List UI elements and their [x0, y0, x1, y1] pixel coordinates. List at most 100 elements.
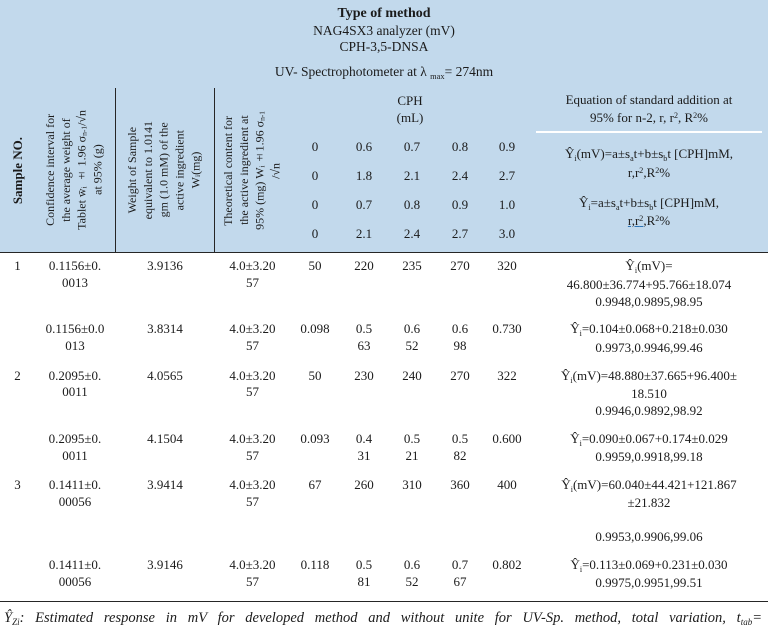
cph-aliquot-r1-c4: 2.7	[498, 167, 516, 183]
row3-sample-weight: 4.0565	[147, 367, 183, 383]
row2-cph-2: 0.6 52	[403, 321, 421, 354]
row3-cph-2: 240	[402, 367, 422, 383]
row6-sample-no	[0, 555, 35, 601]
cph-aliquot-values: 0 0.6 0.7 0.8 0.9 0 1.8 2.1 2.4 2.7 0 0.7 0.8 0.9 1.0 0…	[290, 132, 530, 248]
row2-sample-no	[0, 319, 35, 365]
col-header-sample-weight: Weight of Sample equivalent to 1.0141 gm (…	[115, 88, 215, 253]
row3-cph-0: 50	[308, 367, 322, 383]
cph-column-group: CPH (mL) 0 0.6 0.7 0.8 0.9 0 1.8 2.1 2.4 2.7 0 0.7 0.…	[290, 88, 530, 252]
row5-cph-2: 310	[402, 476, 422, 492]
row2-cph-3: 0.6 98	[451, 321, 469, 354]
equation-template-uv-line1: Ŷi=a±sat+b±sbt [CPH]mM,	[579, 194, 719, 212]
equation-template-mv: Ŷi(mV)=a±sat+b±sbt [CPH]mM, r,r2,R2%	[564, 146, 734, 180]
row5-cph-3: 360	[450, 476, 470, 492]
col-header-sample-no: Sample NO.	[9, 136, 25, 204]
row2-sample-weight: 3.8314	[147, 321, 183, 337]
cph-aliquot-r1-c1: 1.8	[355, 167, 373, 183]
row3-cph-1: 230	[354, 367, 374, 383]
cph-aliquot-r2-c1: 0.7	[355, 196, 373, 212]
row6-sample-weight: 3.9146	[147, 556, 183, 572]
cph-aliquot-r0-c0: 0	[311, 138, 319, 154]
equation-header: Equation of standard addition at 95% for …	[536, 88, 762, 134]
cph-header: CPH (mL)	[396, 93, 424, 125]
cph-aliquot-r0-c1: 0.6	[355, 138, 373, 154]
cph-aliquot-r0-c2: 0.7	[403, 138, 421, 154]
table-header: Type of method NAG4SX3 analyzer (mV) CPH…	[0, 0, 768, 253]
cph-aliquot-r3-c4: 3.0	[498, 225, 516, 241]
row1-sample-no: 1	[14, 258, 21, 274]
cph-aliquot-r3-c1: 2.1	[355, 225, 373, 241]
row4-sample-weight: 4.1504	[147, 430, 183, 446]
row2-equation: Ŷi=0.104±0.068+0.218±0.030 0.9973,0.9946,…	[570, 321, 728, 355]
row1-cph-2: 235	[402, 258, 422, 274]
row5-cph-0: 67	[308, 476, 322, 492]
row4-confidence-interval: 0.2095±0. 0011	[48, 430, 102, 463]
cph-aliquot-r1-c3: 2.4	[451, 167, 469, 183]
row6-equation: Ŷi=0.113±0.069+0.231±0.030 0.9975,0.9951,…	[570, 556, 728, 591]
row5-equation: Ŷi(mV)=60.040±44.421+121.867 ±21.832 0.995…	[561, 476, 737, 544]
row1-cph-4: 320	[497, 258, 517, 274]
method-analyzer: NAG4SX3 analyzer (mV)	[313, 22, 455, 38]
row4-sample-no	[0, 429, 35, 475]
row6-cph-3: 0.7 67	[451, 556, 469, 589]
row3-sample-no: 2	[14, 367, 21, 383]
row3-cph-4: 322	[497, 367, 517, 383]
row6-theoretical-content: 4.0±3.20 57	[229, 556, 276, 589]
row4-cph-1: 0.4 31	[355, 430, 373, 463]
table-footnote: ŶZi: Estimated response in mV for develo…	[0, 600, 768, 625]
row4-cph-0: 0.093	[300, 430, 330, 446]
row1-cph-1: 220	[354, 258, 374, 274]
cph-aliquot-r3-c3: 2.7	[451, 225, 469, 241]
cph-aliquot-r0-c3: 0.8	[451, 138, 469, 154]
row6-cph-4: 0.802	[492, 556, 522, 572]
row1-confidence-interval: 0.1156±0. 0013	[48, 258, 102, 291]
row5-confidence-interval: 0.1411±0. 00056	[48, 476, 102, 509]
row2-cph-0: 0.098	[300, 321, 330, 337]
cph-aliquot-r1-c2: 2.1	[403, 167, 421, 183]
column-header-row: Sample NO. Confidence interval for the av…	[0, 88, 768, 253]
cph-aliquot-r2-c2: 0.8	[403, 196, 421, 212]
cph-aliquot-r3-c0: 0	[311, 225, 319, 241]
row6-cph-1: 0.5 81	[355, 556, 373, 589]
row4-equation: Ŷi=0.090±0.067+0.174±0.029 0.9959,0.9918,…	[570, 430, 728, 464]
row5-sample-weight: 3.9414	[147, 476, 183, 492]
cph-aliquot-r2-c4: 1.0	[498, 196, 516, 212]
cph-aliquot-r2-c3: 0.9	[451, 196, 469, 212]
row2-cph-1: 0.5 63	[355, 321, 373, 354]
row6-cph-0: 0.118	[300, 556, 330, 572]
method-uv: UV- Spectrophotometer at λ max= 274nm	[274, 64, 494, 82]
row4-cph-3: 0.5 82	[451, 430, 469, 463]
row6-cph-2: 0.6 52	[403, 556, 421, 589]
cph-aliquot-r3-c2: 2.4	[403, 225, 421, 241]
row5-cph-1: 260	[354, 476, 374, 492]
row2-confidence-interval: 0.1156±0.0 013	[45, 321, 105, 354]
table-body: 1 0.1156±0. 0013 3.9136 4.0±3.20 57 50 220 235…	[0, 252, 768, 601]
row5-theoretical-content: 4.0±3.20 57	[229, 476, 276, 509]
method-titles: Type of method NAG4SX3 analyzer (mV) CPH…	[0, 0, 768, 88]
row6-confidence-interval: 0.1411±0. 00056	[48, 556, 102, 589]
row1-cph-0: 50	[308, 258, 322, 274]
row3-cph-3: 270	[450, 367, 470, 383]
row2-theoretical-content: 4.0±3.20 57	[229, 321, 276, 354]
cph-aliquot-r1-c0: 0	[311, 167, 319, 183]
row3-theoretical-content: 4.0±3.20 57	[229, 367, 276, 400]
row5-cph-4: 400	[497, 476, 517, 492]
row3-confidence-interval: 0.2095±0. 0011	[48, 367, 102, 400]
row1-cph-3: 270	[450, 258, 470, 274]
row5-sample-no: 3	[14, 476, 21, 492]
method-reagent: CPH-3,5-DNSA	[339, 38, 429, 54]
equation-template-uv-rest: ,R2%	[643, 212, 671, 228]
equation-column: Equation of standard addition at 95% for …	[530, 88, 768, 252]
row2-cph-4: 0.730	[492, 321, 522, 337]
col-header-theoretical-content: Theoretical content for the active ingred…	[220, 110, 283, 230]
row1-theoretical-content: 4.0±3.20 57	[229, 258, 276, 291]
row1-equation: Ŷi(mV)= 46.800±36.774+95.766±18.074 0.9948…	[566, 258, 732, 309]
cph-aliquot-r2-c0: 0	[311, 196, 319, 212]
table-title: Type of method	[337, 6, 431, 21]
row4-theoretical-content: 4.0±3.20 57	[229, 430, 276, 463]
cph-aliquot-r0-c4: 0.9	[498, 138, 516, 154]
footnote-line1: ŶZi: Estimated response in mV for develo…	[4, 609, 762, 625]
row4-cph-2: 0.5 21	[403, 430, 421, 463]
row4-cph-4: 0.600	[492, 430, 522, 446]
